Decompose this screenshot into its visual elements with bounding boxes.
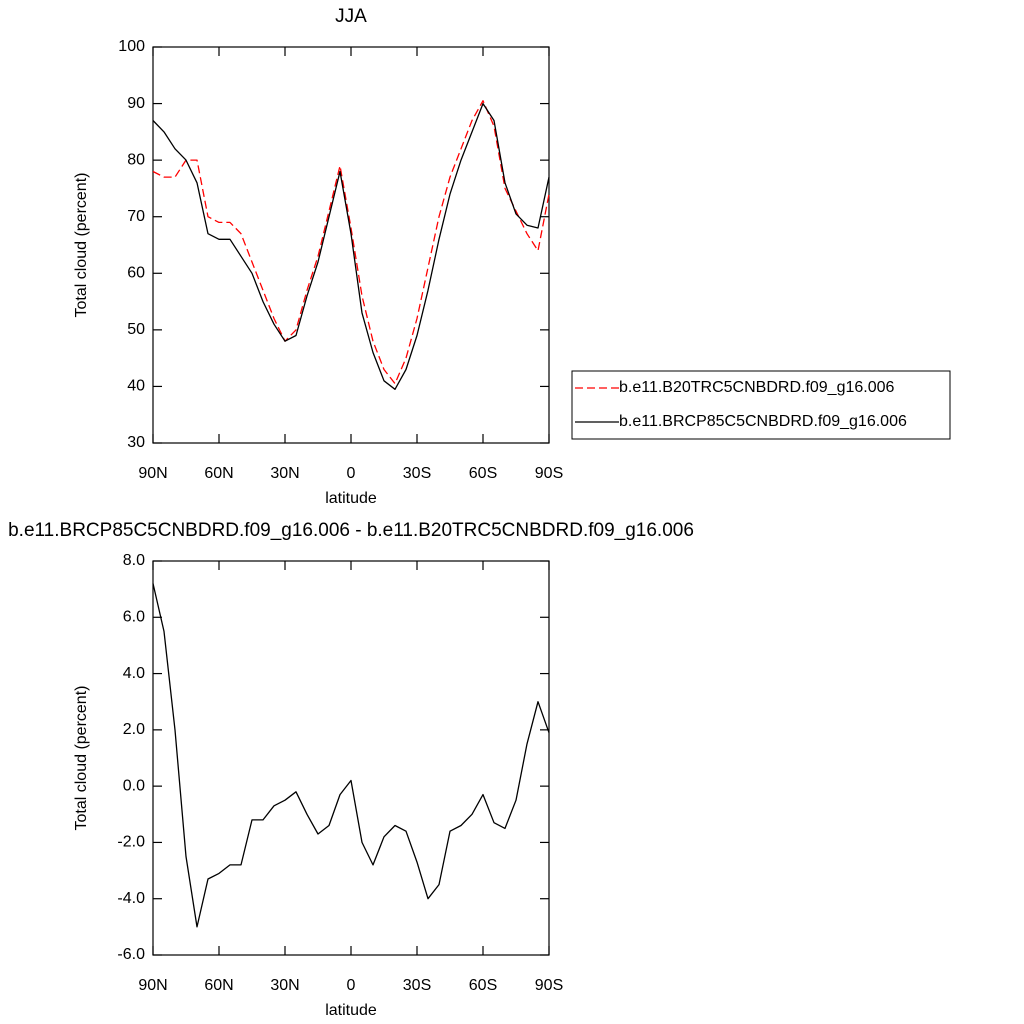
x-tick-label: 60N (204, 977, 233, 994)
y-tick-label: 2.0 (123, 721, 145, 738)
chart-title: JJA (335, 6, 367, 27)
y-tick-label: 50 (127, 321, 145, 338)
y-tick-label: 100 (118, 38, 145, 55)
legend-label: b.e11.BRCP85C5CNBDRD.f09_g16.006 (619, 413, 907, 430)
x-tick-label: 0 (347, 977, 356, 994)
x-axis-label: latitude (325, 490, 377, 507)
y-tick-label: 70 (127, 208, 145, 225)
x-tick-label: 60S (469, 465, 497, 482)
y-axis-label: Total cloud (percent) (73, 173, 90, 318)
y-tick-label: 40 (127, 378, 145, 395)
plot-frame (152, 46, 550, 444)
y-tick-label: 8.0 (123, 552, 145, 569)
x-tick-label: 30S (403, 465, 431, 482)
data-line (152, 102, 550, 390)
data-line (152, 100, 550, 385)
y-tick-label: 4.0 (123, 665, 145, 682)
x-axis-label: latitude (325, 1002, 377, 1019)
x-tick-label: 90N (138, 465, 167, 482)
y-tick-label: 80 (127, 151, 145, 168)
y-tick-label: -4.0 (117, 890, 145, 907)
x-tick-label: 30N (270, 465, 299, 482)
plot-frame (152, 560, 550, 956)
y-tick-label: -6.0 (117, 946, 145, 963)
y-tick-label: 30 (127, 434, 145, 451)
x-tick-label: 90S (535, 977, 563, 994)
chart-title: b.e11.BRCP85C5CNBDRD.f09_g16.006 - b.e11… (8, 520, 694, 541)
y-tick-label: 60 (127, 265, 145, 282)
y-axis-label: Total cloud (percent) (73, 686, 90, 831)
x-tick-label: 60N (204, 465, 233, 482)
x-tick-label: 30S (403, 977, 431, 994)
x-tick-label: 60S (469, 977, 497, 994)
y-tick-label: -2.0 (117, 834, 145, 851)
y-tick-label: 6.0 (123, 609, 145, 626)
data-line (152, 583, 550, 928)
x-tick-label: 30N (270, 977, 299, 994)
x-tick-label: 0 (347, 465, 356, 482)
legend-box (571, 370, 951, 440)
legend-label: b.e11.B20TRC5CNBDRD.f09_g16.006 (619, 379, 895, 396)
y-tick-label: 90 (127, 95, 145, 112)
x-tick-label: 90N (138, 977, 167, 994)
y-tick-label: 0.0 (123, 777, 145, 794)
x-tick-label: 90S (535, 465, 563, 482)
